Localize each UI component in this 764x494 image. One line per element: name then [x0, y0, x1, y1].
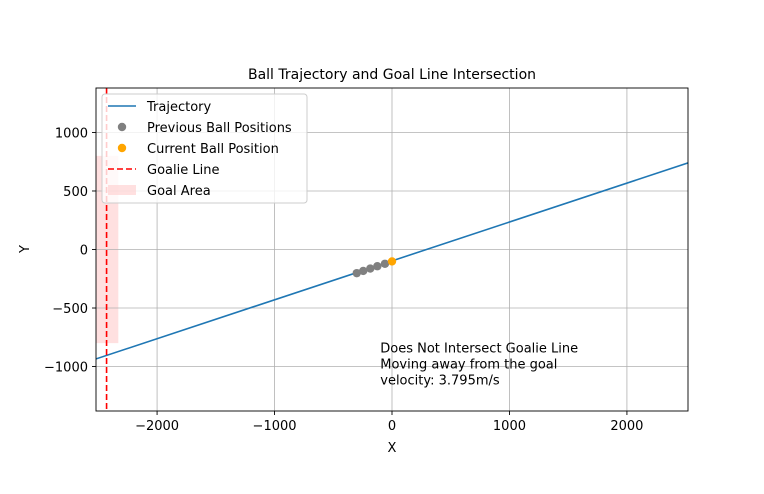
- y-tick-label: 500: [63, 185, 88, 200]
- legend-goal-area-swatch: [108, 185, 136, 195]
- annotation-line-1: Moving away from the goal: [380, 357, 557, 372]
- previous-ball-positions-point-4: [380, 259, 390, 268]
- y-tick-label: 1000: [55, 126, 88, 141]
- y-axis-label: Y: [18, 245, 33, 254]
- chart-title: Ball Trajectory and Goal Line Intersecti…: [248, 67, 536, 83]
- previous-ball-positions-point-3: [373, 262, 382, 271]
- legend-box: [101, 93, 308, 204]
- legend-previous-ball-positions-label: Previous Ball Positions: [147, 121, 292, 136]
- legend-goal-area-label: Goal Area: [147, 184, 211, 199]
- annotation-line-2: velocity: 3.795m/s: [380, 373, 500, 388]
- previous-ball-positions-point-2: [366, 264, 375, 273]
- plot-area: −2000 −1000 0 1000 2000 1000 500 0 −500 −1000 Does…: [44, 87, 689, 434]
- y-tick-label: −500: [52, 302, 88, 317]
- previous-ball-positions-point-0: [352, 268, 361, 278]
- legend-previous-ball-positions-swatch: [117, 122, 127, 132]
- y-tick-label: 0: [80, 244, 88, 259]
- x-tick-label: −1000: [253, 419, 297, 434]
- legend-current-ball-position-swatch: [117, 143, 127, 153]
- x-tick-label: 1000: [493, 419, 526, 434]
- current-ball-position-point-0: [387, 257, 397, 266]
- legend: Trajectory Previous Ball Positions Current…: [101, 93, 308, 204]
- x-axis-label: X: [388, 441, 397, 456]
- x-tick-label: 0: [388, 419, 396, 434]
- legend-goalie-line-label: Goalie Line: [147, 163, 219, 178]
- previous-ball-positions-point-1: [359, 266, 368, 276]
- x-tick-label: −2000: [135, 419, 179, 434]
- y-tick-label: −1000: [44, 361, 88, 376]
- legend-trajectory-label: Trajectory: [146, 100, 211, 115]
- legend-current-ball-position-label: Current Ball Position: [147, 142, 279, 157]
- x-tick-label: 2000: [610, 419, 643, 434]
- annotation-line-0: Does Not Intersect Goalie Line: [380, 341, 578, 356]
